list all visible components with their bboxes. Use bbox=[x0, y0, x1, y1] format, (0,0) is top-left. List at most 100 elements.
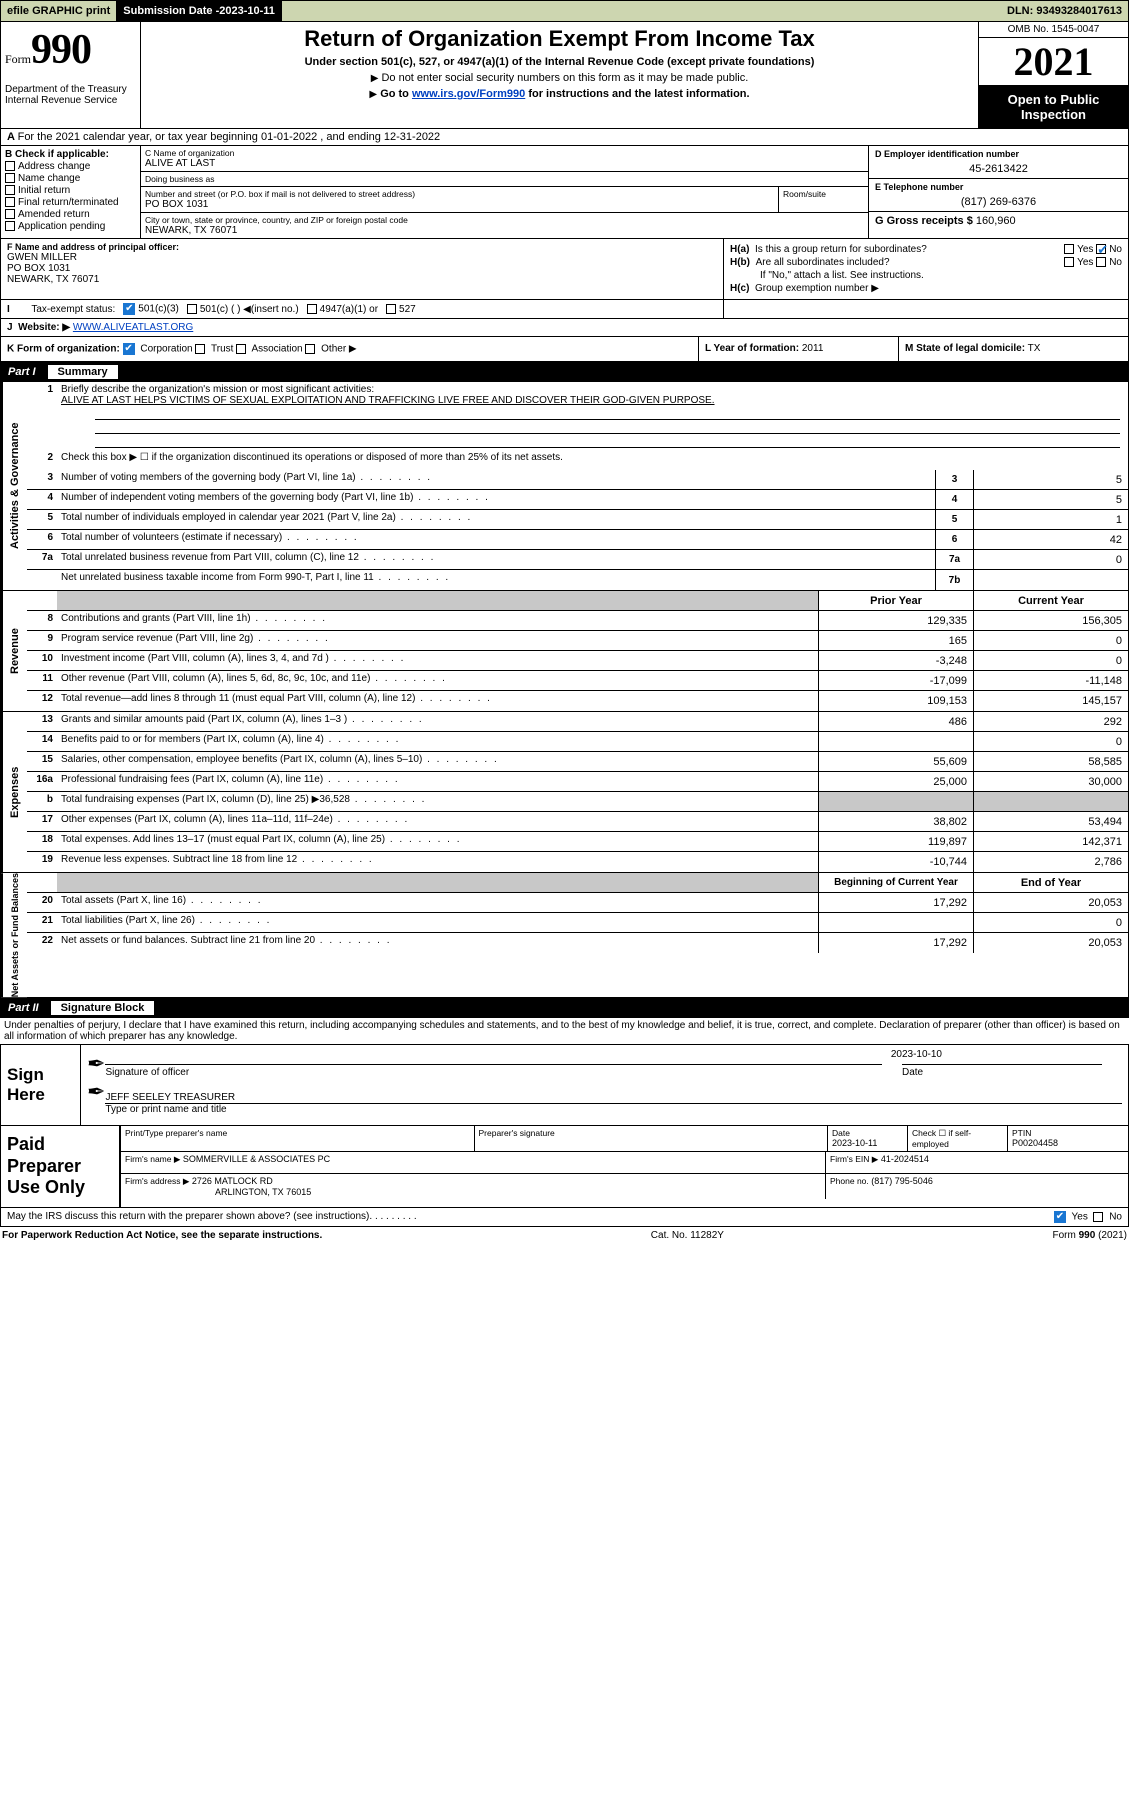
f-label: F Name and address of principal officer: bbox=[7, 242, 717, 252]
omb-number: OMB No. 1545-0047 bbox=[979, 22, 1128, 38]
hdr-begin: Beginning of Current Year bbox=[818, 873, 973, 892]
form-title: Return of Organization Exempt From Incom… bbox=[149, 26, 970, 52]
gov-line-5: 5Total number of individuals employed in… bbox=[27, 510, 1128, 530]
city-label: City or town, state or province, country… bbox=[145, 215, 864, 225]
chk-4947[interactable] bbox=[307, 304, 317, 314]
discuss-no[interactable] bbox=[1093, 1212, 1103, 1222]
paid-preparer-block: Paid Preparer Use Only Print/Type prepar… bbox=[0, 1126, 1129, 1208]
j-label: Website: ▶ bbox=[18, 322, 70, 333]
firm-addr-label: Firm's address ▶ bbox=[125, 1176, 189, 1186]
header-left: Form990 Department of the Treasury Inter… bbox=[1, 22, 141, 128]
section-revenue: Revenue Prior Year Current Year 8Contrib… bbox=[0, 591, 1129, 712]
sign-here-block: Sign Here 2023-10-10 ✒ Signature of offi… bbox=[0, 1045, 1129, 1126]
website-link[interactable]: WWW.ALIVEATLAST.ORG bbox=[73, 322, 193, 333]
chk-other[interactable] bbox=[305, 344, 315, 354]
block-fh: F Name and address of principal officer:… bbox=[0, 239, 1129, 300]
line-16a: 16aProfessional fundraising fees (Part I… bbox=[27, 772, 1128, 792]
line-14: 14Benefits paid to or for members (Part … bbox=[27, 732, 1128, 752]
gov-line-4: 4Number of independent voting members of… bbox=[27, 490, 1128, 510]
chk-501c[interactable] bbox=[187, 304, 197, 314]
submission-date-btn[interactable]: Submission Date - 2023-10-11 bbox=[117, 1, 282, 21]
vtab-governance: Activities & Governance bbox=[1, 382, 27, 590]
ha-no[interactable] bbox=[1096, 244, 1106, 254]
officer-name: GWEN MILLER bbox=[7, 252, 717, 263]
footer-left: For Paperwork Reduction Act Notice, see … bbox=[2, 1230, 322, 1241]
part2-num: Part II bbox=[0, 1002, 47, 1014]
mission-label: Briefly describe the organization's miss… bbox=[61, 384, 374, 395]
hb-text: Are all subordinates included? bbox=[756, 257, 890, 268]
b-label: B Check if applicable: bbox=[5, 149, 136, 160]
chk-501c3[interactable]: ✔ bbox=[123, 303, 135, 315]
officer-printed-name: JEFF SEELEY TREASURER bbox=[105, 1092, 1122, 1104]
paid-title: Paid Preparer Use Only bbox=[1, 1126, 121, 1207]
gross-label: G Gross receipts $ bbox=[875, 215, 973, 227]
hb-no[interactable] bbox=[1096, 257, 1106, 267]
hdr-current: Current Year bbox=[973, 591, 1128, 610]
gov-line-7b: Net unrelated business taxable income fr… bbox=[27, 570, 1128, 590]
chk-address-change[interactable]: Address change bbox=[5, 161, 136, 172]
part2-bar: Part II Signature Block bbox=[0, 998, 1129, 1018]
line-10: 10Investment income (Part VIII, column (… bbox=[27, 651, 1128, 671]
part2-title: Signature Block bbox=[51, 1001, 155, 1015]
i-label: Tax-exempt status: bbox=[31, 304, 115, 315]
block-bcde: B Check if applicable: Address change Na… bbox=[0, 146, 1129, 239]
line-2: Check this box ▶ ☐ if the organization d… bbox=[57, 450, 1128, 470]
line-11: 11Other revenue (Part VIII, column (A), … bbox=[27, 671, 1128, 691]
chk-app-pending[interactable]: Application pending bbox=[5, 221, 136, 232]
chk-corp[interactable]: ✔ bbox=[123, 343, 135, 355]
ha-text: Is this a group return for subordinates? bbox=[755, 244, 927, 255]
ptin-label: PTIN bbox=[1012, 1128, 1124, 1138]
chk-amended[interactable]: Amended return bbox=[5, 209, 136, 220]
hb-yes[interactable] bbox=[1064, 257, 1074, 267]
tax-year: 2021 bbox=[979, 38, 1128, 86]
k-label: K Form of organization: bbox=[7, 344, 120, 355]
chk-final-return[interactable]: Final return/terminated bbox=[5, 197, 136, 208]
row-klm: K Form of organization: ✔ Corporation Tr… bbox=[0, 337, 1129, 362]
firm-addr1: 2726 MATLOCK RD bbox=[192, 1176, 273, 1186]
col-b-checkboxes: B Check if applicable: Address change Na… bbox=[1, 146, 141, 238]
sign-here-label: Sign Here bbox=[1, 1045, 81, 1125]
section-expenses: Expenses 13Grants and similar amounts pa… bbox=[0, 712, 1129, 873]
sign-date: 2023-10-10 bbox=[87, 1049, 1122, 1060]
vtab-expenses: Expenses bbox=[1, 712, 27, 872]
vtab-revenue: Revenue bbox=[1, 591, 27, 711]
row-i: I Tax-exempt status: ✔501(c)(3) 501(c) (… bbox=[0, 300, 1129, 319]
prep-name-label: Print/Type preparer's name bbox=[125, 1128, 470, 1138]
discuss-yes[interactable]: ✔ bbox=[1054, 1211, 1066, 1223]
org-name: ALIVE AT LAST bbox=[145, 158, 864, 169]
chk-527[interactable] bbox=[386, 304, 396, 314]
firm-phone-label: Phone no. bbox=[830, 1176, 869, 1186]
prep-sig-label: Preparer's signature bbox=[479, 1128, 824, 1138]
vtab-net: Net Assets or Fund Balances bbox=[1, 873, 27, 997]
footer-right: Form 990 (2021) bbox=[1053, 1230, 1127, 1241]
line-12: 12Total revenue—add lines 8 through 11 (… bbox=[27, 691, 1128, 711]
firm-addr2: ARLINGTON, TX 76015 bbox=[125, 1187, 311, 1197]
l-label: L Year of formation: bbox=[705, 343, 799, 354]
firm-label: Firm's name ▶ bbox=[125, 1154, 180, 1164]
gross-value: 160,960 bbox=[976, 215, 1016, 227]
firm-name: SOMMERVILLE & ASSOCIATES PC bbox=[183, 1154, 330, 1164]
chk-assoc[interactable] bbox=[236, 344, 246, 354]
room-label: Room/suite bbox=[783, 189, 864, 199]
line-19: 19Revenue less expenses. Subtract line 1… bbox=[27, 852, 1128, 872]
line-13: 13Grants and similar amounts paid (Part … bbox=[27, 712, 1128, 732]
hdr-prior: Prior Year bbox=[818, 591, 973, 610]
l-value: 2011 bbox=[802, 343, 824, 354]
chk-initial-return[interactable]: Initial return bbox=[5, 185, 136, 196]
officer-addr2: NEWARK, TX 76071 bbox=[7, 274, 717, 285]
pen-icon: ✒ bbox=[87, 1064, 105, 1078]
printed-name-label: Type or print name and title bbox=[105, 1104, 1122, 1115]
department: Department of the Treasury Internal Reve… bbox=[5, 84, 136, 106]
line-b: bTotal fundraising expenses (Part IX, co… bbox=[27, 792, 1128, 812]
ha-yes[interactable] bbox=[1064, 244, 1074, 254]
officer-addr1: PO BOX 1031 bbox=[7, 263, 717, 274]
ein-value: 45-2613422 bbox=[875, 163, 1122, 175]
chk-trust[interactable] bbox=[195, 344, 205, 354]
mission-text: ALIVE AT LAST HELPS VICTIMS OF SEXUAL EX… bbox=[61, 395, 715, 406]
gov-line-7a: 7aTotal unrelated business revenue from … bbox=[27, 550, 1128, 570]
prep-date-label: Date bbox=[832, 1128, 903, 1138]
chk-name-change[interactable]: Name change bbox=[5, 173, 136, 184]
irs-link[interactable]: www.irs.gov/Form990 bbox=[412, 88, 525, 100]
note-ssn: ▶ Do not enter social security numbers o… bbox=[149, 72, 970, 84]
footer-cat: Cat. No. 11282Y bbox=[651, 1230, 724, 1241]
